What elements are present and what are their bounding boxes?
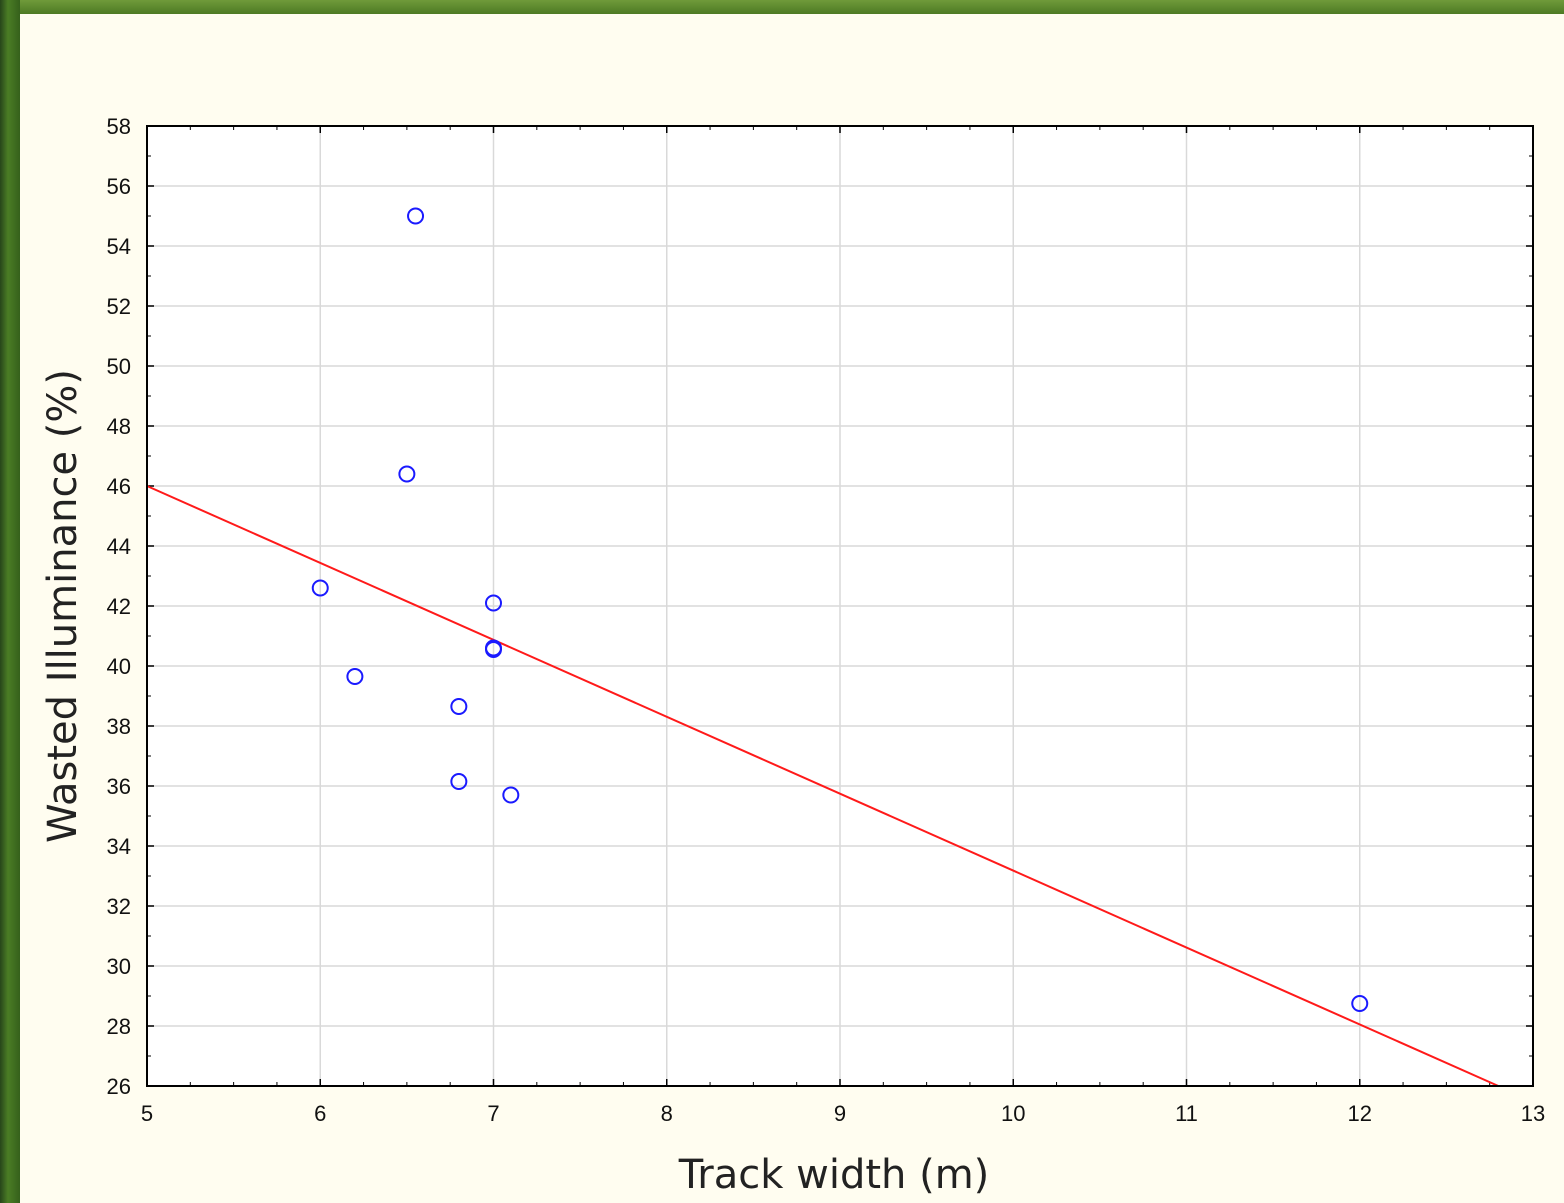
grid-lines: [147, 126, 1533, 1086]
y-tick-label: 30: [107, 954, 131, 979]
x-tick-label: 12: [1348, 1101, 1372, 1126]
data-point: [407, 207, 425, 225]
y-tick-label: 42: [107, 594, 131, 619]
y-tick-label: 56: [107, 174, 131, 199]
y-tick-label: 50: [107, 354, 131, 379]
y-tick-label: 32: [107, 894, 131, 919]
y-tick-label: 58: [107, 114, 131, 139]
y-tick-label: 48: [107, 414, 131, 439]
x-tick-label: 6: [314, 1101, 326, 1126]
background-top-strip: [0, 0, 1564, 14]
y-tick-label: 36: [107, 774, 131, 799]
x-tick-label: 11: [1175, 1101, 1198, 1126]
y-tick-label: 46: [107, 474, 131, 499]
x-axis-title: Track width (m): [678, 1152, 990, 1198]
x-tick-label: 9: [834, 1101, 846, 1126]
y-tick-label: 34: [107, 834, 131, 859]
data-points: [311, 207, 1369, 1012]
data-point: [485, 641, 502, 658]
data-point: [502, 786, 520, 804]
y-tick-label: 40: [107, 654, 131, 679]
x-tick-label: 10: [1001, 1101, 1025, 1126]
data-point: [346, 668, 364, 685]
plot-frame: [146, 125, 1534, 1087]
y-tick-label: 28: [107, 1014, 131, 1039]
y-tick-label: 38: [107, 714, 131, 739]
y-tick-label: 26: [107, 1074, 131, 1099]
data-point: [485, 594, 502, 612]
x-tick-labels: 5 6 7 8 9 10 11 12 13: [141, 1101, 1545, 1126]
y-axis-title: Wasted Illuminance (%): [40, 369, 86, 843]
x-tick-label: 7: [487, 1101, 499, 1126]
background-left-strip: [0, 0, 20, 1203]
regression-line: [146, 485, 1499, 1087]
data-point: [450, 773, 468, 790]
y-tick-labels: 26 28 30 32 34 36 38 40 42 44 46 48 50 52 54 56 58: [107, 114, 131, 1099]
data-point: [311, 579, 329, 597]
x-tick-label: 5: [141, 1101, 153, 1126]
y-tick-label: 54: [107, 234, 131, 259]
x-tick-label: 8: [661, 1101, 673, 1126]
x-tick-label: 13: [1521, 1101, 1545, 1126]
data-point: [398, 465, 416, 483]
data-point: [450, 698, 468, 715]
data-point: [1351, 995, 1369, 1012]
y-tick-label: 52: [107, 294, 131, 319]
y-tick-label: 44: [107, 534, 131, 559]
